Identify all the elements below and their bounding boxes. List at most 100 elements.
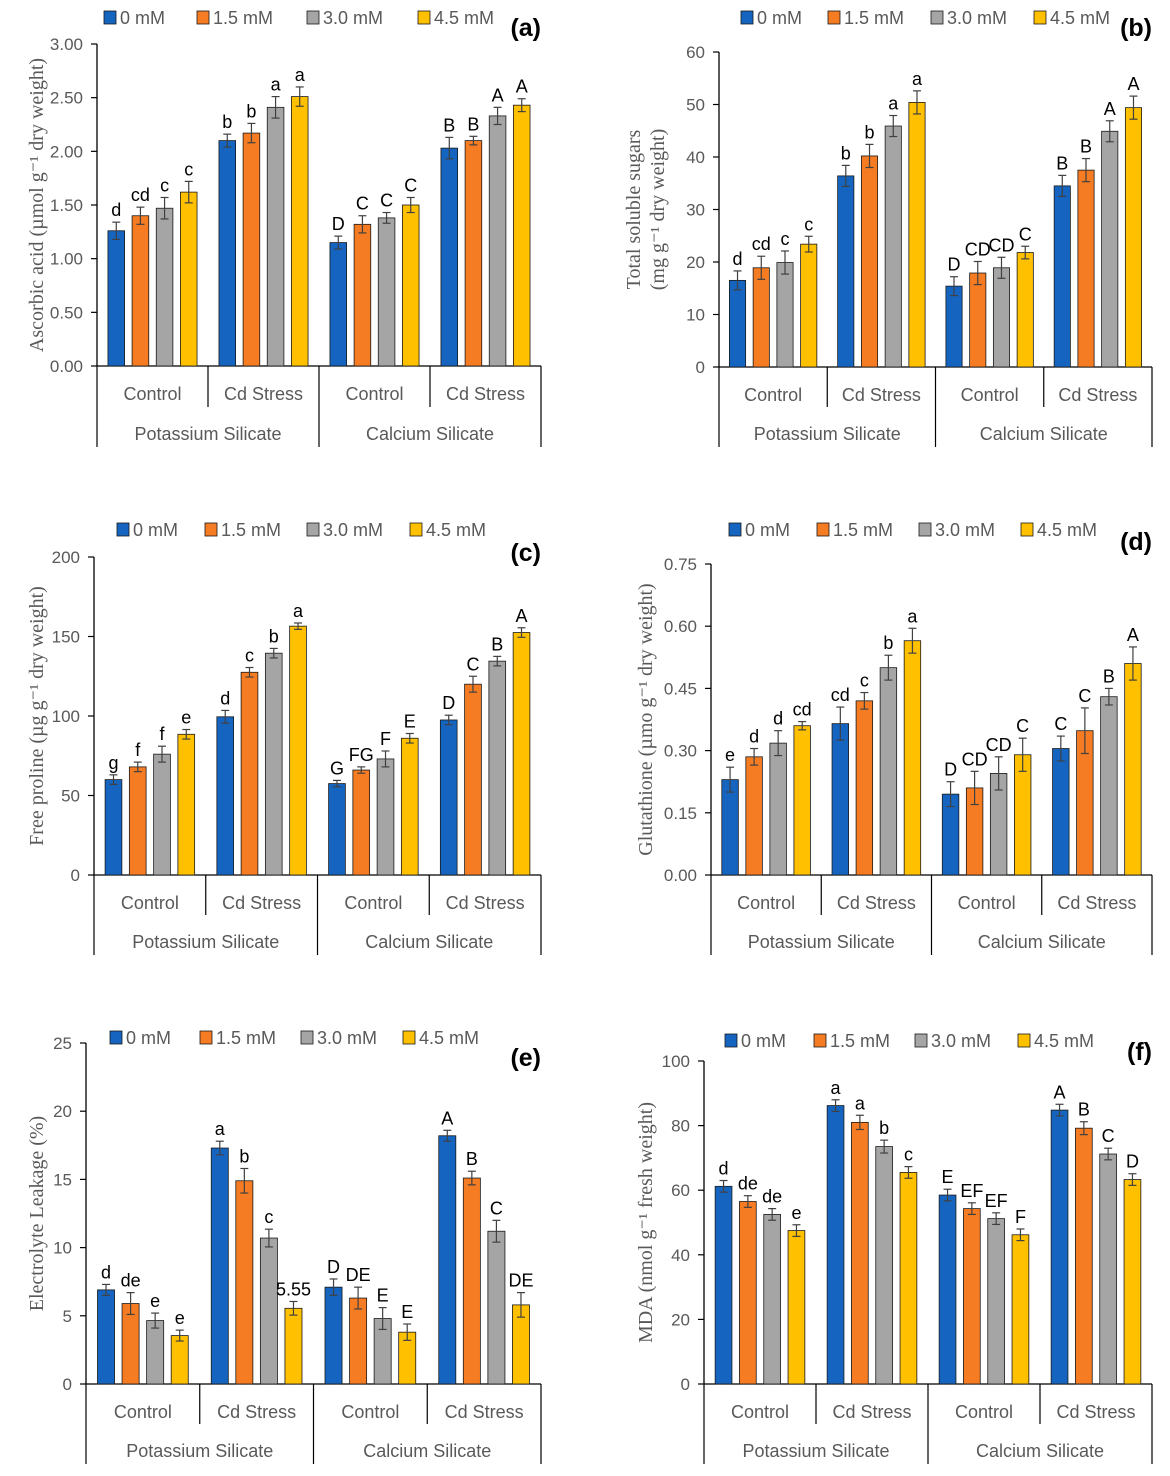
category-label: Cd Stress	[1056, 1402, 1135, 1422]
bar	[179, 191, 198, 367]
category-label: Cd Stress	[832, 1402, 911, 1422]
significance-letter: E	[404, 711, 416, 731]
significance-letter: A	[1054, 1082, 1066, 1102]
significance-letter: b	[864, 122, 874, 142]
significance-letter: CD	[986, 735, 1012, 755]
y-tick-label: 60	[671, 1181, 690, 1200]
legend-swatch	[199, 1030, 213, 1045]
group-label: Calcium Silicate	[978, 932, 1106, 952]
significance-letter: 5.55	[276, 1279, 311, 1299]
significance-letter: B	[466, 1149, 478, 1169]
bar	[264, 652, 283, 876]
legend-swatch	[103, 10, 117, 25]
y-tick-label: 20	[53, 1102, 72, 1121]
y-tick-label: 0.45	[664, 679, 697, 698]
chart-svg: 0 50 100 150 200 Control Cd Stress Control Cd St…	[26, 520, 542, 955]
significance-letter: d	[773, 709, 783, 729]
significance-letter: a	[912, 69, 923, 89]
legend-label: 4.5 mM	[419, 1028, 479, 1048]
significance-letter: a	[215, 1119, 226, 1139]
bar	[440, 147, 459, 367]
y-tick-label: 10	[53, 1239, 72, 1258]
y-axis-title-line: Glutathione (µmo g⁻¹ dry weight)	[635, 583, 657, 855]
y-axis-title-line: Total soluble sugars	[623, 129, 645, 289]
bar	[401, 204, 420, 367]
significance-letter: a	[888, 94, 899, 114]
chart-svg: 0.00 0.15 0.30 0.45 0.60 0.75 Control Cd Stress…	[635, 520, 1153, 955]
y-tick-label: 30	[686, 201, 705, 220]
bar	[739, 1201, 757, 1385]
bar	[826, 1105, 845, 1385]
significance-letter: D	[442, 693, 455, 713]
significance-letter: D	[332, 214, 345, 234]
category-label: Cd Stress	[446, 384, 525, 404]
chart-svg: 0 10 20 30 40 50 60 Control Cd Stress Control Cd S…	[623, 8, 1153, 447]
legend-swatch	[728, 522, 742, 537]
y-axis-title-line: Electrolyte Leakage (%)	[26, 1116, 48, 1311]
bar	[745, 756, 763, 876]
legend-swatch	[930, 10, 944, 25]
legend-label: 3.0 mM	[931, 1031, 991, 1051]
significance-letter: d	[749, 727, 759, 747]
significance-letter: A	[492, 85, 504, 105]
bar	[146, 1320, 165, 1385]
y-axis-title: Glutathione (µmo g⁻¹ dry weight)	[635, 583, 657, 855]
category-label: Cd Stress	[842, 385, 921, 405]
bar	[153, 753, 171, 876]
legend-swatch	[402, 1030, 416, 1045]
category-label: Control	[345, 384, 403, 404]
y-tick-label: 0	[681, 1375, 690, 1394]
significance-letter: e	[725, 745, 735, 765]
panel-label: (b)	[1120, 14, 1152, 42]
significance-letter: DE	[508, 1271, 533, 1291]
bar	[464, 683, 482, 876]
bar	[439, 719, 458, 876]
bar	[793, 725, 811, 876]
significance-letter: a	[271, 75, 282, 95]
y-tick-label: 200	[52, 548, 80, 567]
significance-letter: CD	[988, 235, 1014, 255]
significance-letter: a	[295, 65, 306, 85]
y-tick-label: 50	[686, 96, 705, 115]
legend-label: 4.5 mM	[434, 8, 494, 28]
significance-letter: C	[490, 1198, 503, 1218]
bar	[908, 102, 926, 368]
legend-label: 3.0 mM	[935, 520, 995, 540]
group-label: Potassium Silicate	[742, 1441, 889, 1461]
significance-letter: c	[804, 214, 813, 234]
bar	[349, 1297, 368, 1385]
bar	[488, 660, 507, 876]
bar	[377, 217, 396, 367]
legend-label: 0 mM	[133, 520, 178, 540]
significance-letter: C	[1019, 224, 1032, 244]
y-tick-label: 0.75	[664, 555, 697, 574]
group-label: Potassium Silicate	[126, 1441, 273, 1461]
group-label: Calcium Silicate	[980, 424, 1108, 444]
group-label: Potassium Silicate	[754, 424, 901, 444]
bar	[97, 1289, 115, 1385]
category-label: Control	[123, 384, 181, 404]
bar	[488, 115, 507, 367]
significance-letter: c	[264, 1207, 273, 1227]
y-axis-title: Electrolyte Leakage (%)	[26, 1116, 48, 1311]
bar	[235, 1180, 254, 1385]
group-label: Calcium Silicate	[363, 1441, 491, 1461]
bar	[1011, 1234, 1030, 1385]
bar	[513, 104, 531, 367]
bar	[289, 625, 307, 876]
y-tick-label: 10	[686, 306, 705, 325]
bar	[210, 1147, 229, 1385]
bar	[1123, 1179, 1142, 1385]
significance-letter: de	[762, 1187, 782, 1207]
group-label: Calcium Silicate	[366, 424, 494, 444]
chart-panel-c: 0 50 100 150 200 Control Cd Stress Control Cd St…	[0, 492, 585, 984]
significance-letter: f	[159, 724, 165, 744]
bar	[1053, 185, 1071, 368]
category-label: Control	[344, 893, 402, 913]
bar	[1124, 107, 1143, 368]
bar	[1075, 1127, 1093, 1385]
y-tick-label: 0.30	[664, 742, 697, 761]
legend-label: 0 mM	[126, 1028, 171, 1048]
bar	[1077, 169, 1095, 368]
category-label: Cd Stress	[837, 893, 916, 913]
